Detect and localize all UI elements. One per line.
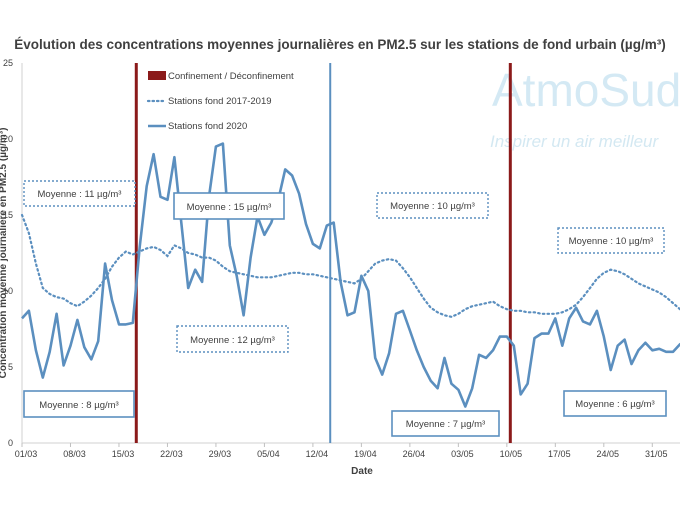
x-axis-ticks: 01/03 08/03 15/03 22/03 29/03 05/04 12/04 19/04… (15, 443, 668, 459)
average-annotations: Moyenne : 11 µg/m³ Moyenne : 15 µg/m³ Mo… (23, 180, 667, 437)
chart-title: Évolution des concentrations moyennes jo… (14, 37, 665, 52)
watermark-logo-tagline: Inspirer un air meilleur (490, 132, 660, 151)
y-tick-label: 5 (8, 362, 13, 372)
x-tick-label: 03/05 (451, 449, 474, 459)
average-box-frame (176, 325, 289, 353)
y-axis-ticks: 0 5 10 15 20 25 (3, 58, 13, 448)
x-tick-label: 15/03 (112, 449, 135, 459)
x-tick-label: 26/04 (403, 449, 426, 459)
x-tick-label: 05/04 (257, 449, 280, 459)
average-box-label: Moyenne : 10 µg/m³ (569, 236, 654, 247)
average-box-frame (376, 192, 489, 219)
average-box-frame (391, 410, 500, 437)
average-box-label: Moyenne : 7 µg/m³ (406, 419, 485, 430)
average-box-confinement-hist: Moyenne : 12 µg/m³ (176, 325, 289, 353)
x-tick-label: 17/05 (548, 449, 571, 459)
average-box-frame (23, 390, 135, 418)
y-tick-label: 15 (3, 210, 13, 220)
average-box-label: Moyenne : 8 µg/m³ (39, 400, 118, 411)
average-box-post-deconfinement-2020: Moyenne : 6 µg/m³ (563, 390, 667, 417)
watermark-logo-name: AtmoSud (492, 64, 680, 116)
average-box-label: Moyenne : 15 µg/m³ (187, 202, 272, 213)
average-box-deconfinement-prep-2020: Moyenne : 7 µg/m³ (391, 410, 500, 437)
x-axis-label: Date (351, 466, 373, 477)
event-lines (134, 63, 512, 443)
average-box-frame (173, 192, 285, 220)
watermark-logo: AtmoSud Inspirer un air meilleur (490, 64, 680, 151)
average-box-pre-confinement-2020: Moyenne : 8 µg/m³ (23, 390, 135, 418)
average-box-label: Moyenne : 6 µg/m³ (575, 399, 654, 410)
x-tick-label: 12/04 (306, 449, 329, 459)
y-tick-label: 20 (3, 134, 13, 144)
series-line-2017-2019 (20, 213, 680, 318)
average-box-confinement-2020: Moyenne : 15 µg/m³ (173, 192, 285, 220)
x-tick-label: 31/05 (645, 449, 668, 459)
average-box-label: Moyenne : 10 µg/m³ (390, 201, 475, 212)
y-tick-label: 10 (3, 286, 13, 296)
x-tick-label: 22/03 (160, 449, 183, 459)
x-tick-label: 01/03 (15, 449, 38, 459)
x-tick-label: 24/05 (597, 449, 620, 459)
average-box-deconfinement-prep-hist: Moyenne : 10 µg/m³ (376, 192, 489, 219)
x-tick-label: 19/04 (354, 449, 377, 459)
legend-label-2020: Stations fond 2020 (168, 121, 247, 132)
average-box-frame (557, 227, 665, 254)
y-tick-label: 0 (8, 438, 13, 448)
y-tick-label: 25 (3, 58, 13, 68)
legend: Confinement / Déconfinement Stations fon… (146, 71, 294, 132)
average-box-post-deconfinement-hist: Moyenne : 10 µg/m³ (557, 227, 665, 254)
average-box-frame (23, 180, 136, 207)
average-box-pre-confinement-hist: Moyenne : 11 µg/m³ (23, 180, 136, 207)
x-tick-label: 10/05 (500, 449, 523, 459)
axes (21, 63, 680, 444)
series-line-2020 (21, 142, 680, 408)
average-box-label: Moyenne : 12 µg/m³ (190, 335, 275, 346)
average-box-label: Moyenne : 11 µg/m³ (38, 189, 122, 200)
legend-swatch-confinement (148, 71, 166, 80)
x-tick-label: 08/03 (63, 449, 86, 459)
legend-label-2017-2019: Stations fond 2017-2019 (168, 96, 272, 107)
y-axis-label: Concentration moyenne journalière en PM2… (0, 128, 9, 379)
x-tick-label: 29/03 (209, 449, 232, 459)
average-box-frame (563, 390, 667, 417)
legend-label-confinement: Confinement / Déconfinement (168, 71, 294, 82)
